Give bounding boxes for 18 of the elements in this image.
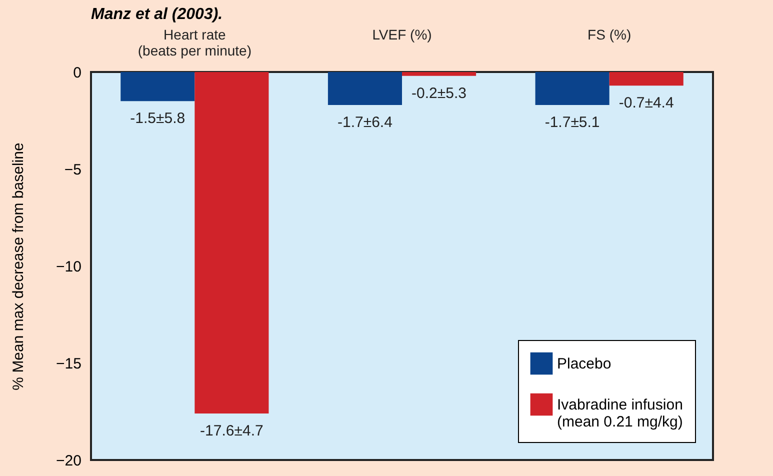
data-label: -1.7±5.1 <box>544 114 600 131</box>
x-tick-label: FS (%) <box>588 26 632 42</box>
data-label: -17.6±4.7 <box>200 422 264 440</box>
chart-title: Manz et al (2003). <box>91 6 223 23</box>
legend-label: Ivabradine infusion (mean 0.21 mg/kg) <box>557 396 683 430</box>
x-tick-label: Heart rate (beats per minute) <box>138 26 252 58</box>
data-label: -0.7±4.4 <box>618 94 674 112</box>
y-axis-title: % Mean max decrease from baseline <box>10 142 28 390</box>
legend-label: Placebo <box>557 356 612 372</box>
y-tick-label: −5 <box>64 162 82 178</box>
y-tick-label: −20 <box>56 452 82 470</box>
y-tick-label: −10 <box>56 258 82 276</box>
y-tick-label: −15 <box>56 356 82 372</box>
data-label: -1.5±5.8 <box>130 110 186 128</box>
data-label: -1.7±6.4 <box>338 114 392 131</box>
y-tick-label: 0 <box>73 64 82 82</box>
x-tick-label: LVEF (%) <box>372 26 432 42</box>
data-label: -0.2±5.3 <box>412 84 466 102</box>
